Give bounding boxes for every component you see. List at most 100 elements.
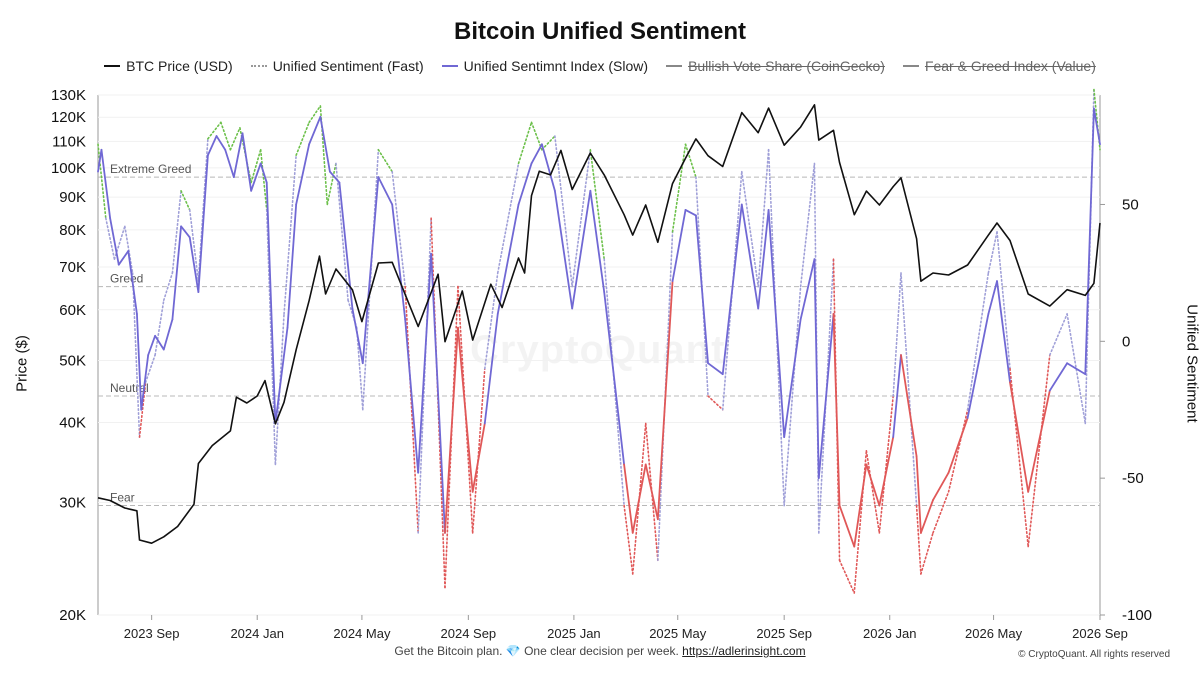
left-tick-label: 70K <box>59 259 86 276</box>
x-tick-label: 2023 Sep <box>124 626 180 641</box>
sentiment-slow-segment <box>838 504 856 548</box>
left-tick-label: 120K <box>51 109 86 126</box>
legend-item-fear-greed[interactable]: Fear & Greed Index (Value) <box>902 58 1096 74</box>
legend-item-bullish-vote-share[interactable]: Bullish Vote Share (CoinGecko) <box>666 58 885 74</box>
sentiment-fast-segment <box>671 143 687 233</box>
legend-line-swatch <box>902 65 919 67</box>
sentiment-fast-segment <box>554 135 573 288</box>
sentiment-fast-segment <box>541 135 556 151</box>
sentiment-fast-segment <box>308 105 322 124</box>
sentiment-fast-segment <box>799 162 816 288</box>
legend-label: Fear & Greed Index (Value) <box>924 58 1096 74</box>
legend-line-swatch <box>441 65 458 67</box>
sentiment-slow-segment <box>274 326 289 425</box>
sentiment-fast-segment <box>171 189 182 274</box>
zone-label: Greed <box>110 272 143 286</box>
sentiment-slow-segment <box>553 189 574 310</box>
sentiment-slow-segment <box>259 162 268 184</box>
sentiment-slow-segment <box>540 143 556 192</box>
sentiment-slow-segment <box>832 313 841 507</box>
sentiment-fast-segment <box>740 170 760 288</box>
sentiment-fast-segment <box>853 449 868 594</box>
sentiment-fast-segment <box>138 381 147 438</box>
left-tick-label: 80K <box>59 222 86 239</box>
left-tick-label: 20K <box>59 607 86 624</box>
sentiment-fast-segment <box>966 272 990 411</box>
sentiment-fast-segment <box>707 395 724 411</box>
sentiment-slow-segment <box>644 463 659 521</box>
sentiment-slow-segment <box>127 250 138 315</box>
x-tick-label: 2026 Sep <box>1072 626 1128 641</box>
sentiment-fast-segment <box>295 121 310 157</box>
sentiment-slow-segment <box>966 313 990 419</box>
sentiment-fast-segment <box>180 189 191 211</box>
sentiment-slow-segment <box>391 203 407 321</box>
left-tick-label: 100K <box>51 160 86 177</box>
sentiment-slow-segment <box>817 313 835 480</box>
x-tick-label: 2025 Sep <box>756 626 812 641</box>
footer-link[interactable]: https://adlerinsight.com <box>682 644 806 658</box>
sentiment-slow-segment <box>483 313 499 425</box>
sentiment-fast-segment <box>391 170 406 288</box>
sentiment-fast-segment <box>865 449 881 534</box>
legend-item-btc-price[interactable]: BTC Price (USD) <box>104 58 233 74</box>
legend-item-sentiment-slow[interactable]: Unified Sentimnt Index (Slow) <box>441 58 648 74</box>
legend-dotted-swatch <box>250 65 267 67</box>
sentiment-fast-segment <box>404 285 419 534</box>
legend: BTC Price (USD) Unified Sentiment (Fast)… <box>0 58 1200 74</box>
sentiment-slow-segment <box>631 463 647 534</box>
sentiment-slow-segment <box>623 463 634 534</box>
sentiment-slow-segment <box>295 143 311 206</box>
sentiment-fast-segment <box>154 299 165 356</box>
sentiment-fast-segment <box>326 162 337 206</box>
sentiment-fast-segment <box>920 532 934 575</box>
sentiment-fast-segment <box>892 272 902 397</box>
legend-item-sentiment-fast[interactable]: Unified Sentiment (Fast) <box>250 58 424 74</box>
sentiment-slow-segment <box>813 258 820 480</box>
sentiment-slow-segment <box>684 209 697 217</box>
sentiment-fast-segment <box>335 162 349 302</box>
right-tick-label: 0 <box>1122 333 1130 350</box>
left-tick-label: 60K <box>59 302 86 319</box>
legend-label: BTC Price (USD) <box>126 58 233 74</box>
sentiment-slow-segment <box>232 132 244 179</box>
sentiment-slow-segment <box>783 318 802 439</box>
sentiment-slow-segment <box>603 291 625 466</box>
sentiment-slow-segment <box>656 280 674 521</box>
sentiment-slow-segment <box>892 354 902 439</box>
sentiment-slow-segment <box>919 499 934 534</box>
sentiment-slow-segment <box>308 115 322 146</box>
sentiment-slow-segment <box>530 143 543 165</box>
sentiment-slow-segment <box>707 362 724 376</box>
sentiment-slow-segment <box>430 252 446 534</box>
sentiment-slow-segment <box>171 225 182 321</box>
sentiment-slow-segment <box>1048 362 1069 392</box>
sentiment-fast-segment <box>124 225 134 274</box>
left-tick-label: 50K <box>59 352 86 369</box>
sentiment-slow-segment <box>109 217 120 266</box>
sentiment-slow-segment <box>457 326 474 493</box>
right-tick-label: -100 <box>1122 607 1152 624</box>
sentiment-slow-segment <box>162 318 174 351</box>
sentiment-fast-segment <box>220 121 232 151</box>
right-tick-label: -50 <box>1122 470 1144 487</box>
sentiment-slow-segment <box>140 354 150 411</box>
sentiment-fast-segment <box>832 258 841 562</box>
sentiment-fast-segment <box>104 217 116 261</box>
sentiment-slow-segment <box>444 326 459 534</box>
sentiment-fast-segment <box>283 154 297 315</box>
sentiment-fast-segment <box>483 272 499 370</box>
sentiment-slow-segment <box>1009 381 1030 493</box>
sentiment-slow-segment <box>197 154 209 293</box>
sentiment-fast-segment <box>757 148 770 288</box>
sentiment-fast-segment <box>229 127 241 151</box>
sentiment-slow-segment <box>338 181 354 310</box>
sentiment-slow-segment <box>188 236 200 293</box>
sentiment-slow-segment <box>97 148 103 173</box>
sentiment-slow-segment <box>757 209 770 310</box>
x-tick-label: 2025 Jan <box>547 626 601 641</box>
chart-title: Bitcoin Unified Sentiment <box>453 18 746 45</box>
legend-line-swatch <box>666 65 683 67</box>
sentiment-slow-segment <box>996 280 1011 384</box>
x-tick-label: 2024 Sep <box>441 626 497 641</box>
